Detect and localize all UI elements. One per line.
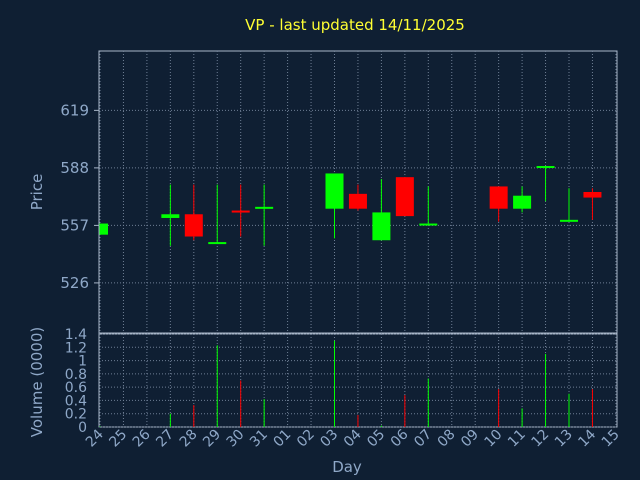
volume-tick-label: 0.6: [65, 380, 87, 396]
x-tick-label: 29: [200, 427, 224, 451]
candle-body: [489, 186, 508, 209]
volume-panel: 00.20.40.60.811.21.424 25 26 27 28 29 30 31 01 02…: [65, 327, 623, 450]
x-tick-label: 30: [224, 427, 248, 451]
candle-body: [536, 166, 555, 169]
candle-body: [372, 212, 391, 241]
x-tick-label: 31: [247, 427, 271, 451]
price-axis-label: Price: [28, 174, 46, 211]
candle-body: [208, 242, 227, 245]
volume-tick-label: 0.2: [65, 407, 87, 423]
volume-tick-label: 1.4: [65, 327, 87, 343]
x-tick-label: 07: [411, 427, 435, 451]
volume-tick-label: 0.8: [65, 367, 87, 383]
candle-body: [513, 195, 532, 209]
x-tick-label: 09: [458, 427, 482, 451]
volume-axis-label: Volume (0000): [28, 327, 46, 437]
x-tick-label: 03: [317, 427, 341, 451]
x-tick-label: 26: [130, 426, 154, 450]
candle-body: [348, 193, 367, 209]
price-tick-label: 619: [60, 101, 89, 119]
volume-tick-label: 0: [78, 420, 87, 436]
x-tick-label: 08: [435, 427, 459, 451]
candle-body: [184, 214, 203, 237]
candle-body: [419, 223, 438, 226]
x-tick-label: 25: [106, 427, 130, 451]
candle-body: [231, 210, 250, 213]
x-tick-label: 11: [505, 427, 529, 451]
x-axis-label: Day: [332, 458, 362, 476]
volume-tick-label: 0.4: [65, 393, 87, 409]
candle-body: [325, 173, 344, 209]
volume-tick-label: 1: [78, 354, 87, 370]
candle-body: [100, 223, 108, 235]
x-tick-label: 28: [177, 427, 201, 451]
volume-plot-frame: [98, 333, 618, 428]
candle-body: [255, 206, 274, 209]
candle-body: [560, 219, 578, 222]
x-tick-label: 27: [153, 427, 177, 451]
x-tick-label: 05: [364, 427, 388, 451]
price-panel: 526 557 588 619: [60, 50, 618, 334]
candle-body: [161, 214, 180, 218]
candle-body: [583, 192, 602, 198]
x-tick-label: 14: [575, 426, 599, 450]
x-tick-label: 15: [599, 427, 623, 451]
x-tick-label: 01: [271, 427, 295, 451]
chart-title: VP - last updated 14/11/2025: [245, 16, 465, 34]
x-tick-label: 10: [482, 427, 506, 451]
x-tick-label: 04: [341, 426, 365, 450]
candle-body: [395, 177, 414, 217]
x-tick-label: 02: [294, 427, 318, 451]
volume-tick-label: 1.2: [65, 340, 87, 356]
x-tick-label: 13: [552, 427, 576, 451]
x-tick-label: 12: [528, 427, 552, 451]
x-tick-label: 06: [388, 426, 412, 450]
price-tick-label: 557: [60, 216, 89, 234]
price-tick-label: 588: [60, 159, 89, 177]
price-tick-label: 526: [60, 274, 89, 292]
